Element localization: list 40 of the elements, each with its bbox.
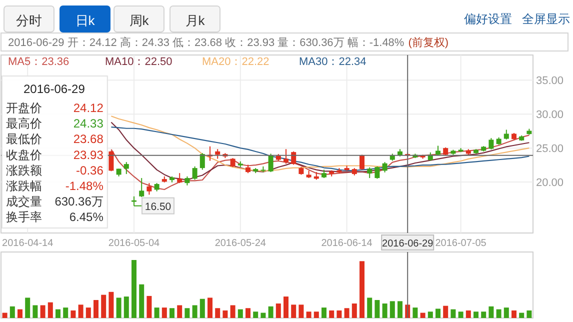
- x-tick-label: 2016-04-14: [2, 238, 54, 249]
- annotation: 24.12: [73, 101, 104, 115]
- y-tick-label: 30.00: [536, 109, 564, 122]
- text: MA5：23.36: [8, 56, 70, 68]
- text: 月k: [185, 13, 206, 28]
- chart-title: 2016-06-29 开：24.12 高：24.33 低：23.68 收：23.93 量：630.36万 幅：-1.48%: [8, 36, 404, 49]
- annotation: 630.36万: [54, 194, 104, 209]
- annotation: 最低价: [6, 132, 42, 146]
- text: 日k: [75, 13, 96, 28]
- annotation: 16.50: [144, 200, 172, 213]
- annotation: -1.48%: [65, 179, 104, 193]
- y-tick-label: 35.00: [536, 75, 564, 88]
- text: MA10：22.50: [105, 56, 172, 68]
- annotation: 24.33: [73, 116, 104, 131]
- annotation: 开盘价: [6, 101, 42, 115]
- annotation: -0.36: [76, 163, 104, 178]
- chart-subtitle: (前复权): [408, 37, 449, 49]
- text: 分时: [16, 13, 42, 28]
- annotation: 涨跌额: [6, 163, 42, 178]
- text: MA20：22.22: [202, 56, 270, 68]
- x-tick-label: 2016-05-24: [214, 238, 266, 249]
- annotation: 23.93: [73, 148, 104, 162]
- text: MA30：22.34: [299, 56, 366, 68]
- x-tick-label: 2016-05-04: [108, 238, 160, 249]
- annotation: 23.68: [73, 132, 104, 146]
- x-tick-label: 2016-06-14: [321, 238, 373, 249]
- text: 周k: [129, 13, 150, 28]
- annotation: 收盘价: [6, 148, 42, 162]
- annotation: 涨跌幅: [6, 179, 42, 193]
- x-tick-label: 2016-07-05: [435, 238, 487, 249]
- annotation: 2016-06-29: [24, 82, 86, 96]
- annotation: 换手率: [6, 210, 42, 224]
- annotation: 最高价: [6, 116, 42, 131]
- y-tick-label: 25.00: [536, 143, 564, 156]
- annotation: 成交量: [6, 194, 42, 209]
- x-tick-label: 2016-06-29: [382, 238, 434, 250]
- text: 偏好设置: [464, 12, 512, 26]
- y-tick-label: 20.00: [536, 177, 564, 190]
- text: 全屏显示: [522, 12, 570, 26]
- annotation: 6.45%: [69, 210, 104, 224]
